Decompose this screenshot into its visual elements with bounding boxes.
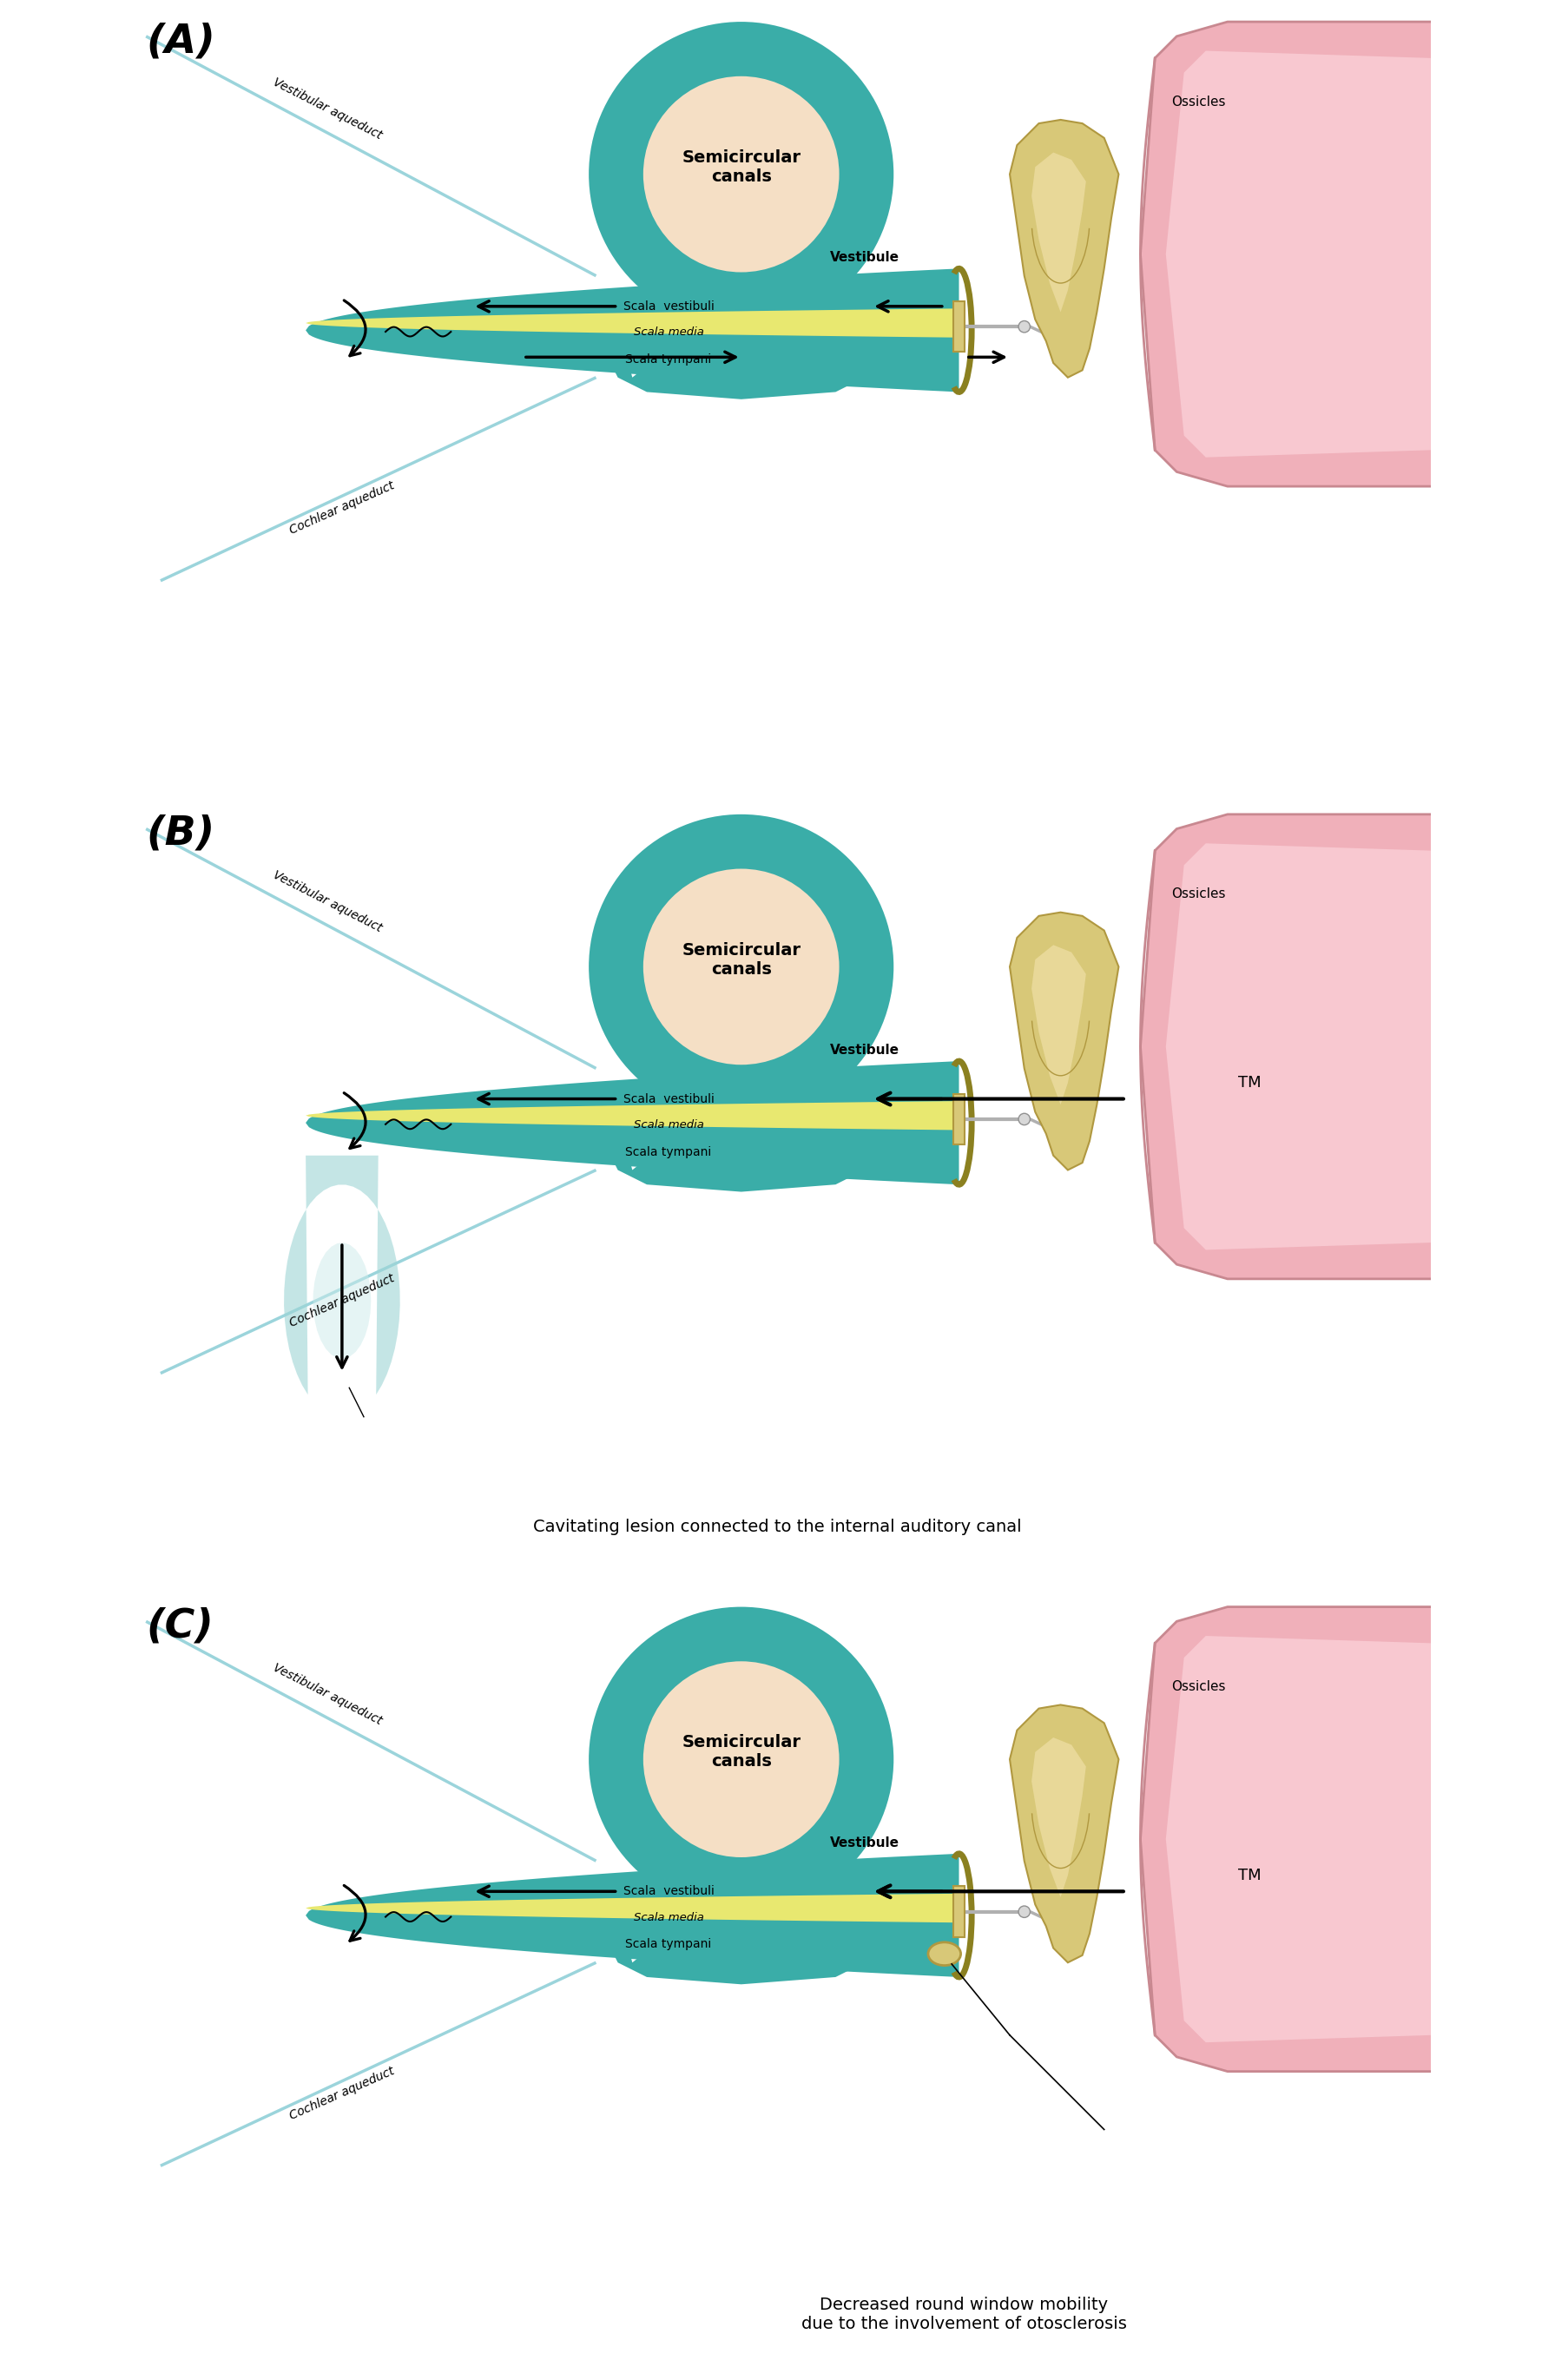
Text: Scala media: Scala media — [633, 1119, 704, 1130]
Text: Semicircular
canals: Semicircular canals — [681, 942, 801, 978]
Text: Scala media: Scala media — [633, 1911, 704, 1923]
Polygon shape — [1009, 912, 1118, 1171]
Text: Vestibule: Vestibule — [830, 1837, 899, 1849]
Polygon shape — [1009, 119, 1118, 378]
Text: Scala  vestibuli: Scala vestibuli — [624, 1092, 714, 1104]
Text: Vestibule: Vestibule — [830, 252, 899, 264]
Polygon shape — [1031, 152, 1085, 312]
Polygon shape — [1166, 843, 1431, 1250]
Circle shape — [644, 869, 840, 1064]
Polygon shape — [1031, 945, 1085, 1104]
Polygon shape — [306, 1102, 959, 1130]
Polygon shape — [306, 1061, 959, 1185]
Polygon shape — [1031, 1737, 1085, 1897]
Polygon shape — [306, 309, 959, 338]
Polygon shape — [1140, 21, 1466, 486]
Polygon shape — [603, 1883, 879, 1985]
Polygon shape — [1009, 1704, 1118, 1964]
Text: Cochlear aqueduct: Cochlear aqueduct — [288, 478, 397, 538]
Circle shape — [644, 1661, 840, 1856]
Polygon shape — [306, 1854, 959, 1978]
FancyBboxPatch shape — [953, 1095, 964, 1145]
Text: Scala media: Scala media — [633, 326, 704, 338]
Text: Cavitating lesion connected to the internal auditory canal: Cavitating lesion connected to the inter… — [533, 1518, 1022, 1535]
Text: Ossicles: Ossicles — [1171, 95, 1225, 107]
Polygon shape — [313, 1242, 372, 1359]
Polygon shape — [603, 1090, 879, 1192]
Polygon shape — [1140, 814, 1466, 1278]
Circle shape — [1019, 1114, 1029, 1126]
Polygon shape — [1166, 50, 1431, 457]
Text: Scala  vestibuli: Scala vestibuli — [624, 300, 714, 312]
Text: TM: TM — [1238, 1868, 1261, 1883]
Text: Decreased round window mobility
due to the involvement of otosclerosis: Decreased round window mobility due to t… — [801, 2297, 1127, 2332]
Text: Semicircular
canals: Semicircular canals — [681, 150, 801, 186]
Text: TM: TM — [1238, 1076, 1261, 1090]
FancyBboxPatch shape — [953, 1887, 964, 1937]
Circle shape — [1019, 1906, 1029, 1918]
Circle shape — [589, 1607, 894, 1911]
Polygon shape — [285, 1157, 400, 1395]
Text: Cochlear aqueduct: Cochlear aqueduct — [288, 1271, 397, 1330]
Text: Vestibular aqueduct: Vestibular aqueduct — [271, 76, 384, 143]
Polygon shape — [1140, 1607, 1466, 2071]
Text: Vestibule: Vestibule — [830, 1045, 899, 1057]
Polygon shape — [306, 1894, 959, 1923]
Text: (B): (B) — [146, 814, 215, 854]
Text: (A): (A) — [146, 21, 215, 62]
Polygon shape — [306, 269, 959, 393]
Circle shape — [644, 76, 840, 271]
Text: Vestibular aqueduct: Vestibular aqueduct — [271, 1661, 384, 1728]
Text: Scala tympani: Scala tympani — [625, 352, 712, 367]
Text: Ossicles: Ossicles — [1171, 888, 1225, 900]
Text: Vestibular aqueduct: Vestibular aqueduct — [271, 869, 384, 935]
Circle shape — [589, 21, 894, 326]
Polygon shape — [1166, 1635, 1431, 2042]
Text: Scala  vestibuli: Scala vestibuli — [624, 1885, 714, 1897]
FancyBboxPatch shape — [953, 302, 964, 352]
Circle shape — [589, 814, 894, 1119]
Text: Scala tympani: Scala tympani — [625, 1145, 712, 1159]
Ellipse shape — [928, 1942, 961, 1966]
Text: Scala tympani: Scala tympani — [625, 1937, 712, 1952]
Text: Semicircular
canals: Semicircular canals — [681, 1735, 801, 1771]
Text: Cochlear aqueduct: Cochlear aqueduct — [288, 2063, 397, 2123]
Circle shape — [1019, 321, 1029, 333]
Text: (C): (C) — [146, 1607, 213, 1647]
Text: Ossicles: Ossicles — [1171, 1680, 1225, 1692]
Polygon shape — [603, 298, 879, 400]
